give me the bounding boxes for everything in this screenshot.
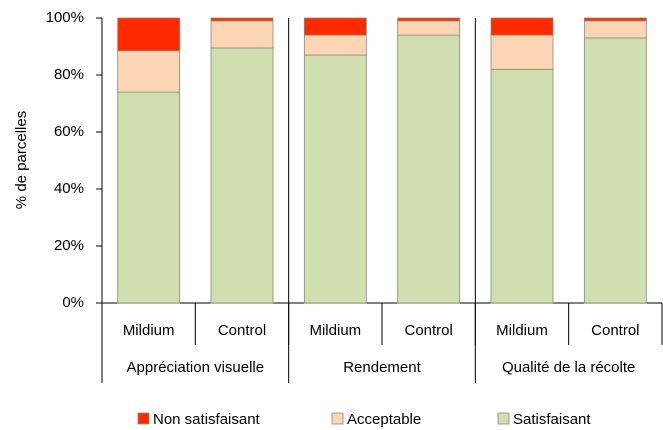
legend-label: Acceptable (347, 411, 421, 428)
bar-segment (397, 20, 461, 36)
bar-segment (303, 54, 367, 304)
y-axis-title: % de parcelles (13, 111, 30, 209)
bar-segment (490, 34, 554, 70)
group-label: Qualité de la récolte (502, 359, 635, 376)
group-label: Rendement (343, 359, 421, 376)
legend-swatch (497, 412, 510, 425)
legend-label: Satisfaisant (513, 411, 591, 428)
y-tick-label: 100% (46, 9, 84, 26)
bar-segment (583, 20, 647, 39)
group-label: Appréciation visuelle (127, 359, 265, 376)
bar-segment (397, 34, 461, 304)
bar-segment (117, 91, 181, 304)
bar-segment (210, 20, 274, 49)
x-tick-label: Mildium (496, 322, 548, 339)
bar-segment (583, 37, 647, 304)
x-tick-label: Mildium (123, 322, 175, 339)
y-tick-label: 0% (62, 294, 84, 311)
x-tick-label: Control (591, 322, 639, 339)
x-tick-label: Control (218, 322, 266, 339)
x-tick-label: Control (404, 322, 452, 339)
bar-segment (397, 17, 461, 22)
y-tick-label: 20% (54, 237, 84, 254)
bar-segment (303, 34, 367, 56)
legend-swatch (331, 412, 344, 425)
bar-segment (490, 17, 554, 36)
legend-swatch (137, 412, 150, 425)
bar-segment (490, 68, 554, 304)
bar-segment (210, 17, 274, 22)
bar-segment (303, 17, 367, 36)
y-tick-label: 40% (54, 180, 84, 197)
y-tick-label: 60% (54, 123, 84, 140)
y-tick-label: 80% (54, 66, 84, 83)
x-tick-label: Mildium (309, 322, 361, 339)
bar-segment (583, 17, 647, 22)
bar-segment (117, 17, 181, 52)
legend-label: Non satisfaisant (153, 411, 261, 428)
bar-segment (117, 50, 181, 93)
bar-segment (210, 47, 274, 304)
